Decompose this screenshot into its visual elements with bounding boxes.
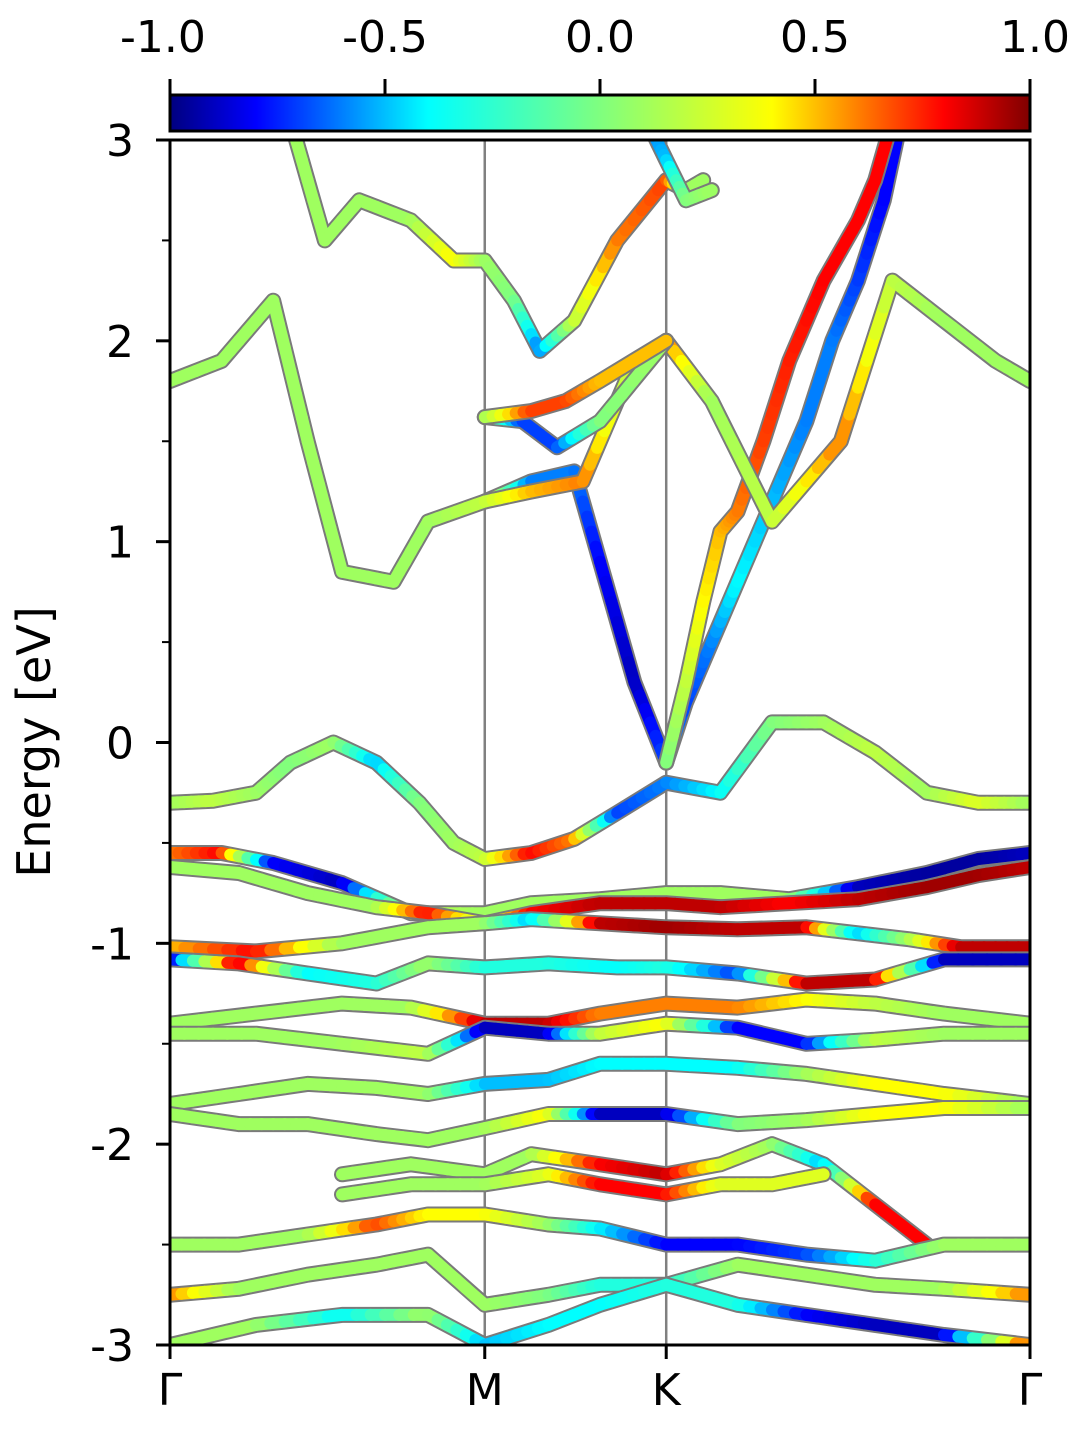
kpoint-label: Γ <box>158 1365 183 1416</box>
band <box>647 140 720 209</box>
band-segment <box>1009 1287 1030 1301</box>
bands <box>170 140 1030 1345</box>
band <box>658 140 895 771</box>
band <box>170 951 1030 992</box>
colorbar-tick-labels: -1.0 -0.5 0.0 0.5 1.0 <box>120 12 1070 63</box>
band <box>334 1166 832 1203</box>
band-segment <box>1009 1016 1030 1030</box>
band <box>170 1206 1030 1269</box>
colorbar-tick-label: -0.5 <box>342 12 428 63</box>
colorbar-tick-label: 0.0 <box>565 12 635 63</box>
band <box>476 332 675 426</box>
band <box>170 1055 1030 1112</box>
band <box>170 991 1030 1032</box>
band <box>170 859 1030 932</box>
colorbar-ticks <box>168 79 1032 95</box>
kpoint-label: M <box>466 1365 504 1416</box>
band <box>170 911 1030 960</box>
plot-background <box>170 140 1030 1345</box>
y-axis-ticks: 3 2 1 0 -1 -2 -3 <box>90 116 170 1372</box>
band <box>287 140 712 359</box>
y-tick-label: -1 <box>90 919 134 970</box>
y-tick-label: -2 <box>90 1120 134 1171</box>
band <box>170 714 1030 867</box>
kpoint-label: K <box>652 1365 682 1416</box>
plot-area: 3 2 1 0 -1 -2 -3 Γ M K Γ <box>90 116 1043 1416</box>
band-segment <box>809 1168 830 1182</box>
band-segment <box>649 334 673 354</box>
colorbar-tick-label: 0.5 <box>780 12 850 63</box>
colorbar-tick-label: 1.0 <box>1000 12 1070 63</box>
y-tick-label: 3 <box>106 116 134 167</box>
colorbar-tick-label: -1.0 <box>120 12 206 63</box>
band <box>170 1100 1030 1149</box>
band-segment <box>701 184 718 198</box>
band <box>334 1136 935 1253</box>
y-axis-title: Energy [eV] <box>7 606 61 877</box>
colorbar: -1.0 -0.5 0.0 0.5 1.0 <box>120 12 1070 133</box>
band-segment <box>694 174 710 188</box>
kpoint-label: Γ <box>1018 1365 1043 1416</box>
band <box>170 1015 1030 1062</box>
band-segment <box>889 140 903 153</box>
y-tick-label: 1 <box>106 518 134 569</box>
y-tick-label: 2 <box>106 317 134 368</box>
y-tick-label: -3 <box>90 1321 134 1372</box>
colorbar-gradient <box>168 93 1032 133</box>
y-tick-label: 0 <box>106 719 134 770</box>
band <box>170 1276 1030 1345</box>
